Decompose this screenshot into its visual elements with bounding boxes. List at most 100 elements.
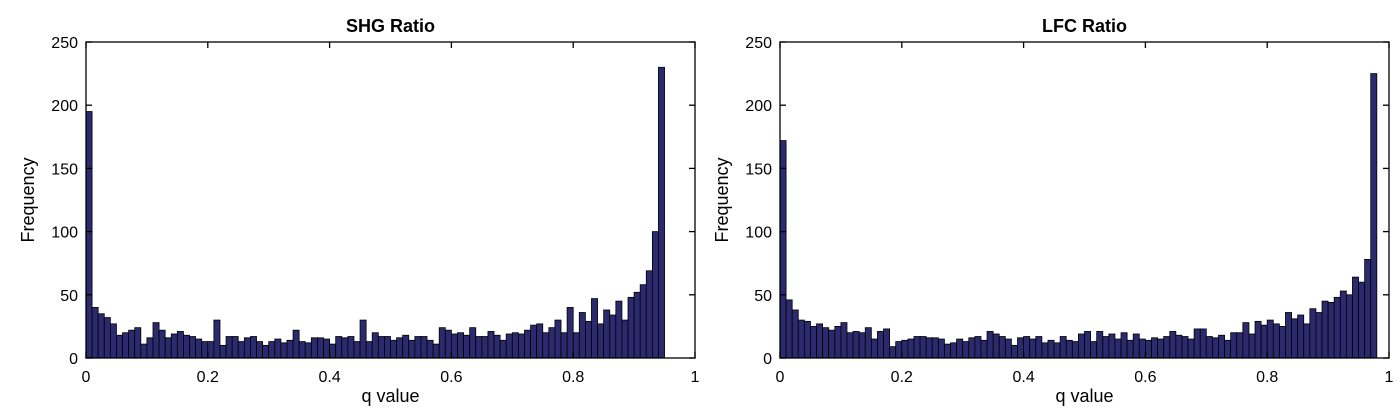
histogram-bar (944, 343, 951, 359)
histogram-bar (1205, 336, 1213, 359)
histogram-bar (621, 319, 629, 359)
histogram-bar (1169, 331, 1177, 359)
histogram-bar (846, 332, 854, 359)
histogram-bar (931, 337, 939, 359)
histogram-bar (1272, 323, 1280, 359)
histogram-bar (231, 336, 239, 359)
histogram-bar (1352, 276, 1359, 359)
histogram-bar (840, 322, 848, 359)
chart-panel-2: 0 0.2 0.4 0.6 0.8 1 0 50 100 150 200 250 LFC Ratio q … (712, 16, 1394, 406)
y-tick-label: 50 (60, 288, 78, 305)
histogram-bar (852, 331, 860, 359)
histogram-bar (1102, 336, 1110, 359)
histogram-bar (919, 336, 927, 359)
y-axis-label: Frequency (18, 157, 38, 242)
histogram-bar (530, 324, 538, 359)
histogram-bar (189, 336, 197, 359)
histogram-bar (487, 331, 495, 359)
histogram-bar (457, 332, 464, 359)
histogram-bar (219, 344, 227, 359)
histogram-bar (432, 343, 440, 359)
y-tick-label: 150 (745, 161, 772, 178)
histogram-bar (950, 342, 958, 359)
histogram-bar (956, 338, 964, 359)
histogram-bar (170, 333, 178, 359)
histogram-bar (1175, 334, 1183, 359)
histogram-bar (396, 337, 404, 359)
histogram-bar (1248, 333, 1256, 359)
histogram-bar (785, 299, 793, 359)
histogram-bar (584, 320, 592, 359)
histogram-bar (371, 332, 379, 359)
histogram-bar (1266, 319, 1274, 359)
histogram-bar (128, 329, 136, 359)
histogram-bar (536, 323, 544, 359)
histogram-bar (268, 341, 276, 359)
histogram-bar (134, 327, 142, 359)
histogram-bar (176, 331, 184, 359)
histogram-bar (1065, 339, 1073, 359)
histogram-bar (201, 341, 209, 359)
histogram-bar (1108, 333, 1116, 359)
histogram-bar (1004, 338, 1012, 359)
histogram-bar (901, 339, 909, 359)
x-tick-label: 0.8 (562, 369, 584, 386)
plot-area (780, 42, 1389, 358)
histogram-bar (116, 334, 123, 359)
histogram-bar (1035, 336, 1043, 359)
histogram-bar (907, 338, 915, 359)
histogram-bar (1017, 337, 1025, 359)
histogram-bar (1071, 341, 1079, 359)
histogram-bar (548, 327, 556, 359)
histogram-bar (505, 333, 513, 359)
histogram-bar (195, 338, 203, 359)
histogram-bar (803, 320, 811, 359)
histogram-bar (317, 337, 324, 359)
histogram-bar (627, 296, 635, 359)
histogram-bar (420, 336, 428, 359)
histogram-bar (164, 337, 172, 359)
histogram-bar (986, 331, 994, 359)
axes-box (779, 41, 1390, 359)
histogram-bar (980, 339, 988, 359)
histogram-bar (1096, 331, 1104, 359)
histogram-bar (889, 346, 897, 359)
histogram-bar (572, 332, 580, 359)
histogram-bar (834, 325, 842, 359)
axes-box (85, 41, 696, 359)
x-tick-label: 0.6 (440, 369, 462, 386)
histogram-bar (158, 329, 166, 359)
histogram-bar (85, 111, 93, 359)
histogram-bar (1211, 337, 1219, 359)
x-tick-label: 0.8 (1256, 369, 1278, 386)
histogram-bar (1053, 342, 1061, 359)
x-tick-label: 1 (691, 369, 700, 386)
histogram-bar (1181, 336, 1189, 359)
histogram-bar (463, 334, 471, 359)
histogram-bar (499, 339, 507, 359)
histogram-bar (323, 338, 331, 359)
histogram-bar (1364, 259, 1372, 359)
histogram-bar (870, 338, 878, 359)
histogram-bar (1358, 281, 1366, 359)
histogram-bar (469, 327, 477, 359)
histogram-bar (1260, 324, 1268, 359)
chart-title: LFC Ratio (1042, 16, 1127, 36)
histogram-bar (1138, 338, 1146, 359)
histogram-bar (341, 337, 349, 359)
y-tick-label: 200 (51, 98, 78, 115)
histogram-bar (256, 341, 264, 359)
histogram-bar (560, 332, 568, 359)
histogram-bar (390, 339, 397, 359)
histogram-bar (1327, 301, 1335, 359)
histogram-bar (645, 270, 653, 359)
y-tick-label: 150 (51, 161, 78, 178)
histogram-bar (1230, 332, 1238, 359)
histogram-bar (250, 336, 257, 359)
histogram-bar (797, 319, 805, 359)
histogram-bar (1315, 312, 1323, 359)
x-tick-label: 0.6 (1134, 369, 1156, 386)
histogram-bar (1278, 325, 1286, 359)
y-tick-label: 0 (763, 351, 772, 368)
